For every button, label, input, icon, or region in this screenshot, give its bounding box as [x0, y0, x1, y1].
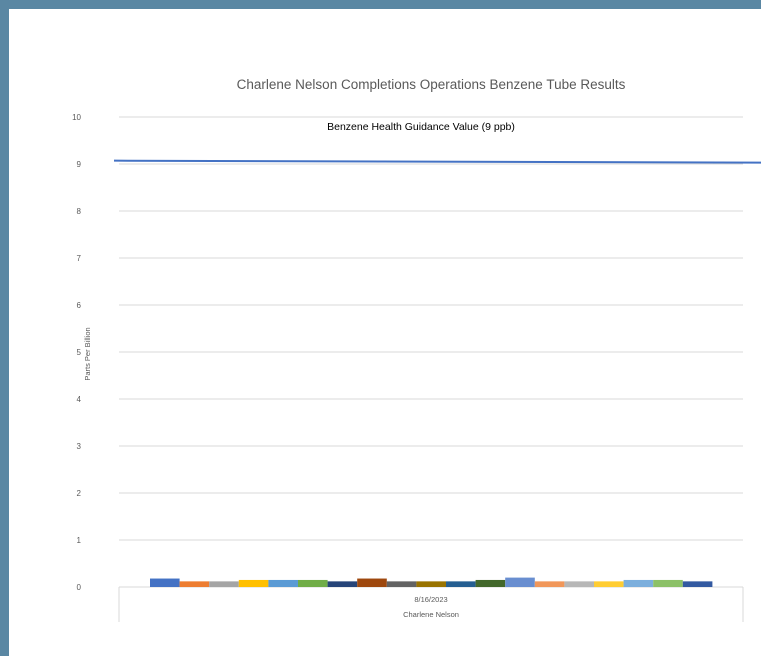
bar-6 [298, 579, 328, 587]
y-tick-label: 1 [77, 536, 82, 545]
bar-3 [209, 581, 239, 587]
chart-frame: Charlene Nelson Completions Operations B… [9, 9, 761, 656]
reference-line-group [113, 159, 761, 164]
y-tick-label: 6 [77, 301, 82, 310]
x-category-label: 8/16/2023 [414, 595, 447, 604]
category-axis-box [118, 587, 744, 622]
y-tick-label: 2 [77, 489, 82, 498]
gridlines [119, 116, 743, 588]
bar-18 [653, 579, 683, 587]
bar-10 [416, 581, 446, 587]
y-tick-label: 8 [77, 207, 82, 216]
y-tick-label: 0 [77, 583, 82, 592]
x-group-label: Charlene Nelson [403, 610, 459, 619]
category-axis-bracket [118, 587, 744, 622]
reference-line [113, 159, 761, 164]
y-tick-label: 3 [77, 442, 82, 451]
bars [150, 577, 713, 587]
bar-2 [179, 581, 210, 587]
bar-19 [682, 581, 713, 587]
benzene-bar-chart: Charlene Nelson Completions Operations B… [72, 77, 761, 622]
chart-title: Charlene Nelson Completions Operations B… [237, 77, 626, 92]
bar-9 [386, 581, 417, 587]
y-axis-label: Parts Per Billion [83, 327, 92, 380]
y-tick-label: 9 [77, 160, 82, 169]
bar-13 [505, 577, 535, 587]
bar-1 [150, 578, 180, 587]
y-tick-label: 4 [77, 395, 82, 404]
bar-14 [534, 581, 565, 587]
y-tick-label: 7 [77, 254, 82, 263]
bar-12 [475, 579, 506, 587]
bar-15 [564, 581, 594, 587]
bar-11 [446, 581, 476, 587]
bar-8 [357, 578, 387, 587]
y-axis-ticks: 0 1 2 3 4 5 6 7 8 9 10 [72, 113, 81, 592]
y-tick-label: 10 [72, 113, 81, 122]
bar-16 [594, 581, 624, 587]
y-tick-label: 5 [77, 348, 82, 357]
bar-17 [623, 579, 654, 587]
bar-7 [327, 581, 358, 587]
reference-line-label: Benzene Health Guidance Value (9 ppb) [327, 121, 515, 133]
bar-5 [268, 579, 298, 587]
bar-4 [238, 579, 269, 587]
